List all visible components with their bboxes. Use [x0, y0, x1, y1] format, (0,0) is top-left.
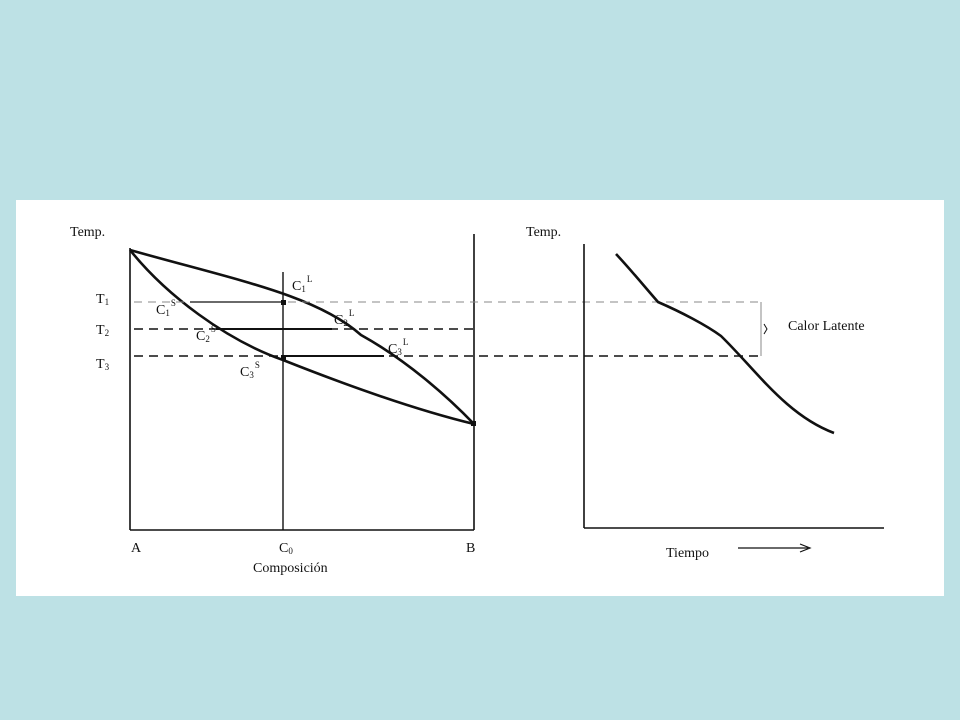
- figure-panel: Temp. A B C0 Composición T1 T2 T3 C1L C2…: [16, 200, 944, 596]
- c3s-label: C3S: [240, 360, 260, 380]
- end-b-label: B: [466, 541, 475, 556]
- b-end-marker: [471, 421, 476, 426]
- c3s-marker: [281, 355, 286, 360]
- t1-label: T1: [96, 292, 109, 307]
- c2s-label: C2S: [196, 324, 216, 344]
- c0-label: C0: [279, 541, 293, 556]
- phase-temp-label: Temp.: [70, 225, 105, 240]
- liquidus-curve: [129, 248, 475, 425]
- c1l-marker: [281, 300, 286, 305]
- t2-label: T2: [96, 323, 109, 338]
- cooling-curve-diagram: Temp. Calor Latente Tiempo: [526, 225, 884, 561]
- latent-heat-label: Calor Latente: [788, 319, 865, 334]
- tiempo-label: Tiempo: [666, 546, 709, 561]
- t3-label: T3: [96, 357, 110, 372]
- solidus-curve: [128, 249, 475, 426]
- c1l-label: C1L: [292, 274, 312, 294]
- time-arrow-icon: [799, 543, 812, 553]
- latent-heat-brace-icon: [763, 323, 768, 335]
- c3l-label: C3L: [388, 337, 408, 357]
- solidification-figure: Temp. A B C0 Composición T1 T2 T3 C1L C2…: [70, 225, 884, 576]
- end-a-label: A: [131, 541, 142, 556]
- c2l-label: C2L: [334, 308, 354, 328]
- cooling-curve: [615, 253, 835, 435]
- phase-diagram: Temp. A B C0 Composición T1 T2 T3 C1L C2…: [70, 225, 761, 576]
- cooling-temp-label: Temp.: [526, 225, 561, 240]
- c1s-label: C1S: [156, 298, 176, 318]
- composition-axis-label: Composición: [253, 561, 328, 576]
